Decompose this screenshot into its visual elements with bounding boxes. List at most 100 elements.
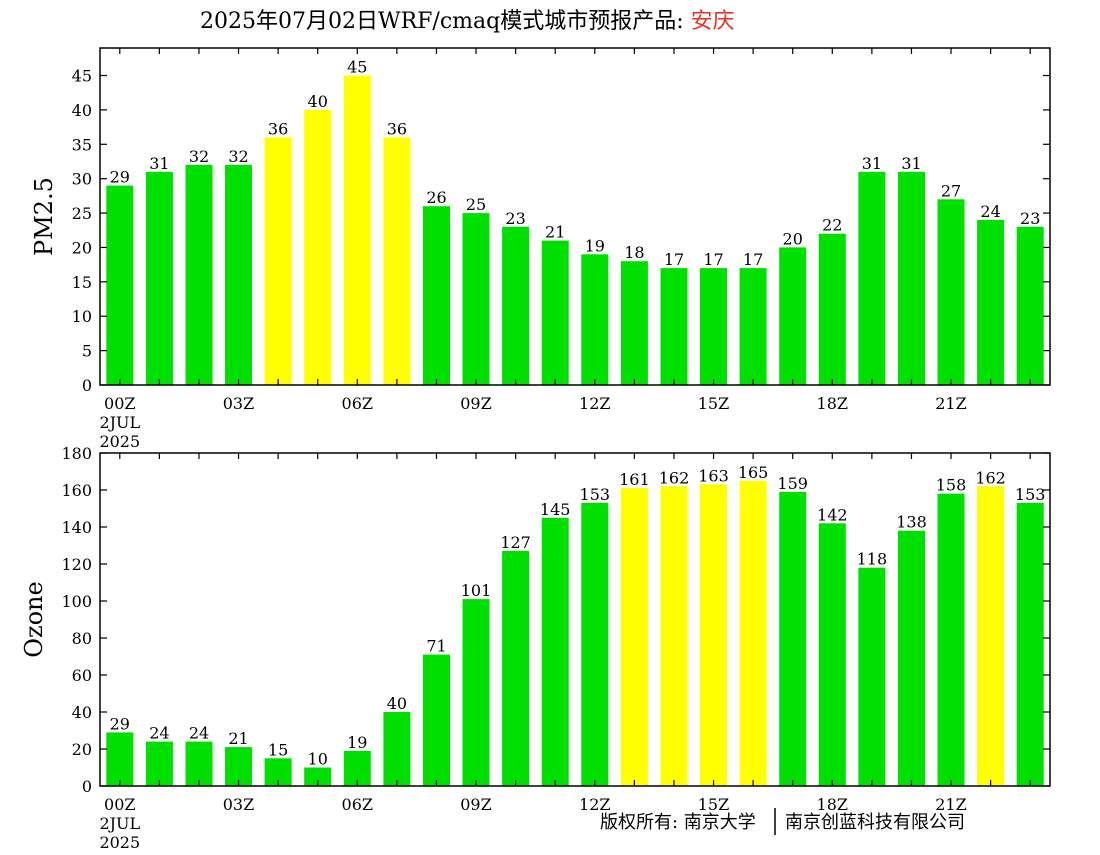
ozone-bar: [304, 767, 332, 786]
ozone-plot-frame: [99, 452, 1051, 787]
pm25-bar: [1016, 226, 1044, 385]
ozone-ytick-label: 20: [72, 740, 92, 759]
pm25-data-label: 36: [268, 119, 288, 138]
pm25-bar: [700, 268, 727, 385]
pm25-data-label: 25: [466, 195, 486, 214]
pm25-data-label: 22: [822, 216, 842, 235]
pm25-xdate-label: 2JUL: [99, 413, 140, 432]
pm25-xtick-label: 06Z: [342, 394, 373, 413]
ozone-data-label: 21: [228, 729, 248, 748]
ozone-bar: [660, 486, 688, 786]
pm25-ytick-label: 0: [82, 376, 92, 395]
ozone-xtick-label: 15Z: [698, 795, 729, 814]
pm25-bar: [462, 213, 490, 385]
pm25-xtick-label: 09Z: [460, 394, 491, 413]
pm25-data-label: 31: [901, 154, 921, 173]
pm25-data-label: 31: [149, 154, 169, 173]
pm25-bar: [106, 185, 134, 385]
pm25-data-label: 23: [1020, 209, 1040, 228]
pm25-xtick-label: 00Z: [104, 394, 135, 413]
pm25-bar: [343, 75, 371, 385]
ozone-data-label: 162: [975, 468, 1006, 487]
ozone-bar: [620, 488, 648, 786]
ozone-xtick-label: 09Z: [460, 795, 491, 814]
ozone-bar: [779, 491, 807, 786]
pm25-ylabel: PM2.5: [30, 177, 58, 256]
ozone-bar: [541, 517, 569, 787]
pm25-ytick-label: 20: [72, 238, 92, 257]
ozone-bar: [225, 747, 252, 786]
ozone-data-label: 162: [659, 468, 690, 487]
ozone-ytick-label: 120: [61, 555, 92, 574]
pm25-xtick-label: 21Z: [935, 394, 966, 413]
ozone-bar: [581, 502, 609, 786]
pm25-bar: [937, 199, 965, 385]
ozone-data-label: 153: [580, 485, 611, 504]
copyright-right: 南京创蓝科技有限公司: [785, 812, 965, 833]
pm25-data-label: 32: [228, 147, 248, 166]
pm25-data-label: 32: [189, 147, 209, 166]
ozone-bar: [700, 484, 727, 786]
pm25-bar: [145, 171, 173, 385]
ozone-bar: [502, 551, 530, 786]
ozone-ytick-label: 0: [82, 777, 92, 796]
pm25-xtick-label: 18Z: [817, 394, 848, 413]
pm25-data-label: 17: [703, 250, 723, 269]
ozone-data-label: 165: [738, 463, 769, 482]
pm25-data-label: 21: [545, 223, 565, 242]
ozone-data-label: 159: [777, 474, 808, 493]
ozone-bar: [106, 732, 134, 786]
ozone-ytick-label: 60: [72, 666, 92, 685]
ozone-xtick-label: 21Z: [935, 795, 966, 814]
ozone-data-label: 15: [268, 740, 288, 759]
pm25-data-label: 17: [743, 250, 763, 269]
ozone-ytick-label: 180: [61, 444, 92, 463]
ozone-data-label: 153: [1015, 485, 1046, 504]
pm25-bar: [620, 261, 648, 385]
ozone-data-label: 163: [698, 466, 729, 485]
pm25-bar: [185, 164, 213, 385]
pm25-panel: 29 31 32 32 36 40 45 36 26 25 23 21 19 18 17 17 17 20 22 31…: [30, 47, 1051, 451]
pm25-plot-frame: [99, 47, 1051, 386]
ozone-ytick-label: 100: [61, 592, 92, 611]
chart-title-prefix: 2025年07月02日WRF/cmaq模式城市预报产品:: [200, 9, 691, 34]
pm25-data-label: 45: [347, 58, 367, 77]
pm25-bar: [264, 137, 292, 385]
pm25-bar: [977, 219, 1005, 385]
ozone-ytick-label: 160: [61, 481, 92, 500]
ozone-ytick-label: 40: [72, 703, 92, 722]
pm25-bar: [502, 226, 530, 385]
ozone-bar: [858, 567, 886, 786]
ozone-xtick-label: 03Z: [223, 795, 254, 814]
ozone-xtick-label: 12Z: [579, 795, 610, 814]
ozone-bar: [818, 523, 846, 786]
ozone-bar: [185, 741, 213, 786]
ozone-bar: [739, 480, 767, 787]
pm25-bar: [660, 268, 688, 385]
chart-title: 2025年07月02日WRF/cmaq模式城市预报产品: 安庆: [200, 9, 735, 34]
copyright-left: 版权所有: 南京大学: [600, 812, 756, 833]
pm25-bar: [541, 240, 569, 385]
pm25-ytick-label: 10: [72, 307, 92, 326]
ozone-data-label: 161: [619, 470, 650, 489]
pm25-data-label: 31: [862, 154, 882, 173]
ozone-data-label: 145: [540, 500, 571, 519]
ozone-bar: [977, 486, 1005, 786]
pm25-data-label: 24: [980, 202, 1000, 221]
pm25-ytick-label: 30: [72, 170, 92, 189]
ozone-ylabel: Ozone: [20, 581, 48, 657]
ozone-data-label: 10: [308, 750, 328, 769]
ozone-ytick-label: 80: [72, 629, 92, 648]
pm25-xdate-label: 2025: [99, 432, 140, 451]
ozone-xdate-label: 2JUL: [99, 814, 140, 833]
ozone-data-label: 101: [461, 581, 492, 600]
pm25-xtick-label: 03Z: [223, 394, 254, 413]
pm25-ytick-label: 35: [72, 135, 92, 154]
ozone-data-label: 71: [426, 637, 446, 656]
ozone-bar: [462, 599, 490, 786]
ozone-panel: 29 24 24 21 15 10 19 40 71 101 127 145 153 161 162 163 1…: [20, 444, 1051, 852]
ozone-data-label: 24: [189, 724, 209, 743]
pm25-data-label: 20: [783, 229, 803, 248]
pm25-data-label: 36: [387, 119, 407, 138]
